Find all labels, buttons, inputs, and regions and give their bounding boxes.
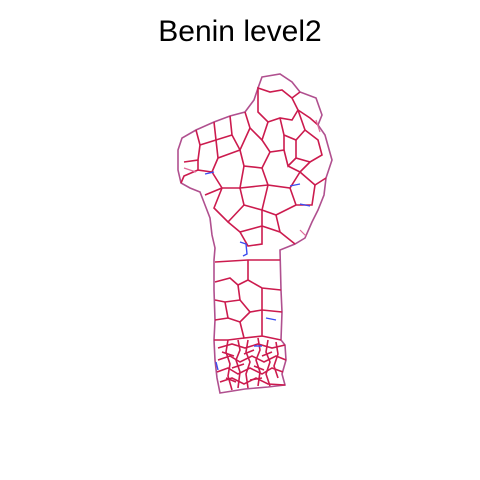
district-boundary	[217, 355, 287, 363]
blue-segment	[265, 317, 277, 321]
blue-segment	[289, 183, 301, 187]
district-boundary	[291, 91, 319, 126]
district-boundary	[261, 204, 297, 216]
country-outline	[177, 73, 333, 394]
pink-segment	[183, 167, 197, 173]
district-boundary	[247, 279, 282, 291]
district-boundary	[180, 169, 199, 184]
district-boundary	[227, 210, 263, 233]
district-boundary	[239, 165, 269, 189]
district-boundary	[261, 167, 301, 189]
blue-segment	[204, 171, 215, 175]
district-boundary	[229, 115, 251, 152]
northern-districts	[180, 86, 327, 247]
blue-segment	[299, 203, 311, 207]
blue-segment	[215, 361, 219, 371]
district-boundary	[261, 121, 285, 153]
district-boundary	[289, 184, 316, 206]
district-boundary	[239, 288, 263, 313]
blue-boundary-segments	[204, 171, 311, 371]
district-boundary	[261, 335, 282, 341]
district-boundary	[235, 339, 241, 389]
district-boundary	[273, 341, 279, 379]
district-boundary	[244, 111, 263, 141]
district-boundary	[239, 226, 263, 247]
district-boundary	[219, 377, 286, 386]
district-boundary	[239, 149, 271, 169]
district-boundary	[265, 339, 271, 387]
district-boundary	[261, 309, 283, 313]
central-districts	[214, 259, 283, 341]
district-boundary	[295, 129, 323, 163]
pink-segment	[315, 119, 321, 133]
district-boundary	[225, 339, 233, 391]
district-boundary	[217, 343, 286, 349]
district-boundary	[261, 214, 296, 245]
district-boundary	[257, 86, 299, 123]
district-boundary	[239, 310, 263, 339]
district-boundary	[299, 171, 327, 186]
southern-districts	[216, 337, 287, 391]
district-boundary	[245, 339, 251, 389]
map-title: Benin level2	[158, 15, 322, 48]
district-boundary	[221, 349, 273, 383]
district-boundary	[214, 284, 241, 303]
district-boundary	[216, 367, 284, 375]
district-boundary	[214, 260, 249, 286]
district-boundary	[204, 171, 240, 196]
blue-segment	[239, 241, 248, 257]
district-boundary	[227, 311, 251, 323]
district-boundary	[214, 301, 229, 321]
pink-segment	[299, 229, 307, 237]
pink-boundary-segments	[183, 119, 321, 237]
district-boundary	[213, 121, 233, 142]
district-boundary	[239, 184, 269, 211]
district-boundary	[197, 139, 241, 173]
district-boundary	[213, 187, 245, 224]
district-boundary	[214, 337, 245, 341]
